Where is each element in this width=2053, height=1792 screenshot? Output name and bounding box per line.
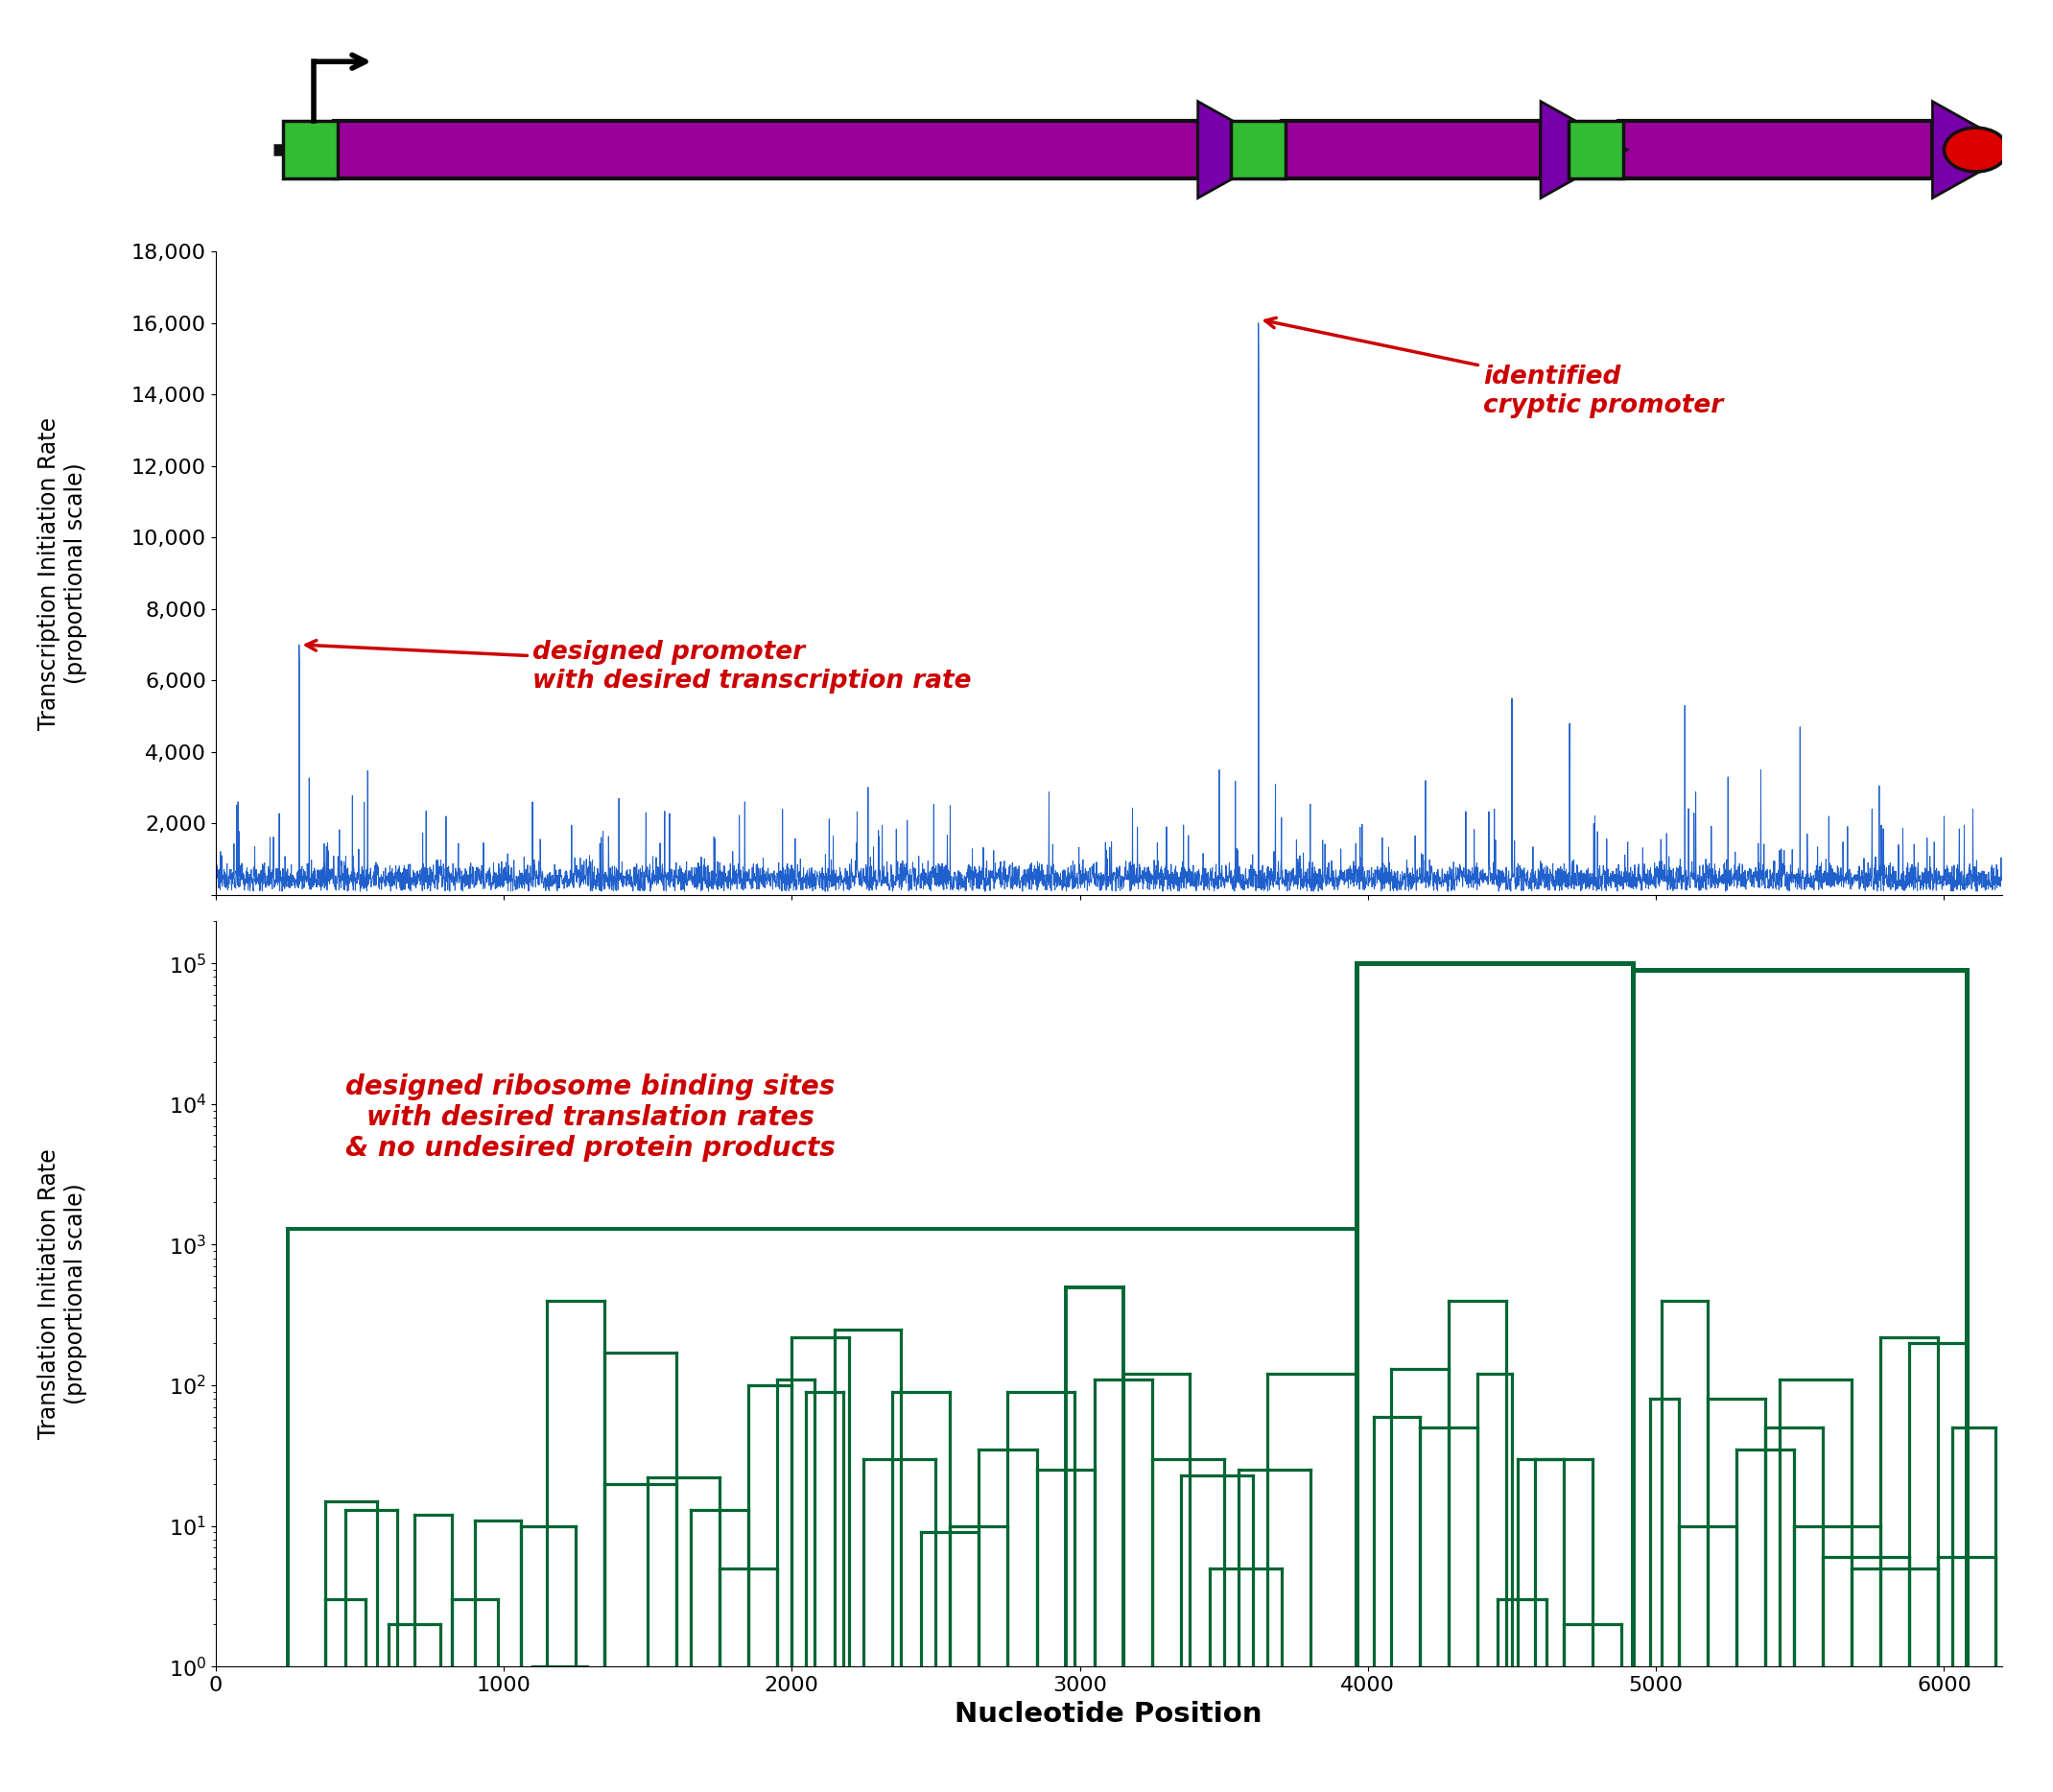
X-axis label: Nucleotide Position: Nucleotide Position — [955, 1701, 1263, 1727]
Bar — [1618, 122, 1932, 177]
Y-axis label: Transcription Initiation Rate
(proportional scale): Transcription Initiation Rate (proportio… — [37, 418, 86, 729]
Polygon shape — [1540, 102, 1628, 197]
Bar — [335, 122, 1197, 177]
Y-axis label: Translation Initiation Rate
(proportional scale): Translation Initiation Rate (proportiona… — [37, 1149, 86, 1439]
Text: identified
cryptic promoter: identified cryptic promoter — [1265, 317, 1722, 418]
Bar — [283, 120, 339, 179]
Text: designed ribosome binding sites
with desired translation rates
& no undesired pr: designed ribosome binding sites with des… — [345, 1073, 836, 1163]
Polygon shape — [1197, 102, 1285, 197]
Bar — [1568, 120, 1622, 179]
Bar — [1281, 122, 1540, 177]
Ellipse shape — [1944, 127, 2008, 172]
Text: designed promoter
with desired transcription rate: designed promoter with desired transcrip… — [306, 640, 971, 694]
Bar — [1232, 120, 1285, 179]
Polygon shape — [1932, 102, 2018, 197]
